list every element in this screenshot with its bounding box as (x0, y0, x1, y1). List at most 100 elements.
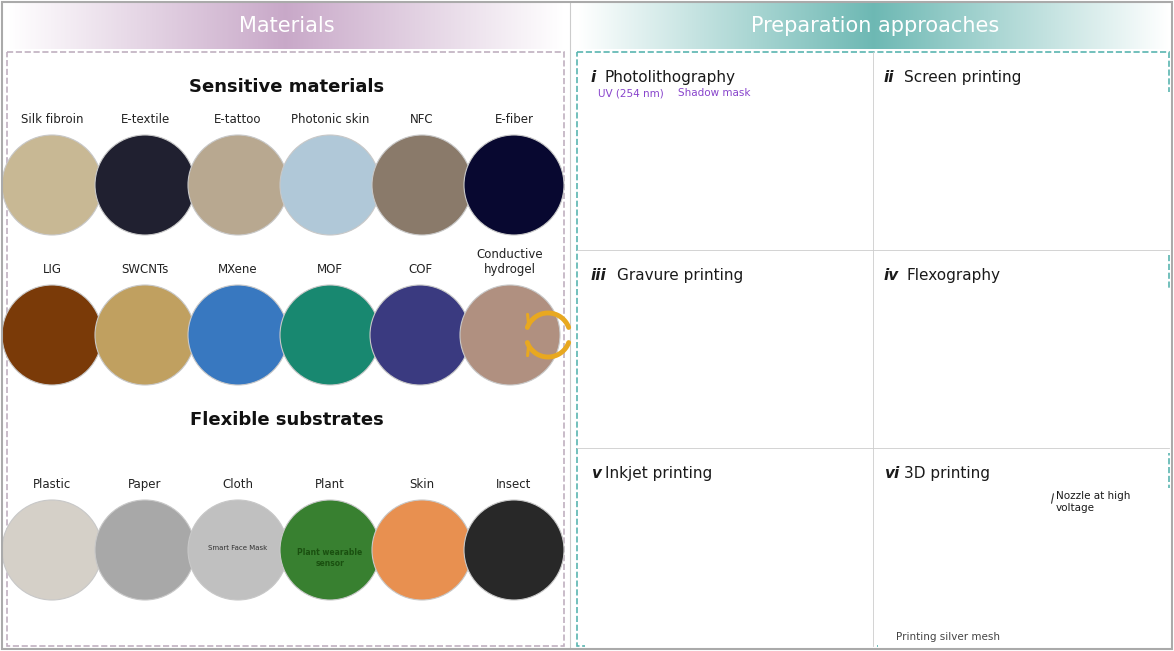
Bar (664, 3, 667, 49)
Bar (803, 3, 804, 49)
Bar (589, 3, 592, 49)
Bar (1077, 3, 1078, 49)
Bar (269, 3, 271, 49)
Bar (350, 3, 352, 49)
Bar (830, 3, 831, 49)
Bar (324, 3, 326, 49)
Bar (106, 3, 107, 49)
Bar (272, 3, 274, 49)
Bar (380, 3, 382, 49)
Bar (1084, 3, 1086, 49)
Bar (681, 3, 682, 49)
Bar (167, 3, 168, 49)
Bar (41, 3, 43, 49)
Bar (409, 3, 411, 49)
Bar (929, 3, 930, 49)
Bar (1153, 3, 1155, 49)
Bar (336, 3, 338, 49)
Bar (909, 3, 910, 49)
Bar (229, 3, 230, 49)
Bar (1162, 3, 1163, 49)
Bar (662, 3, 663, 49)
Bar (407, 3, 410, 49)
Bar (259, 3, 261, 49)
Bar (994, 3, 997, 49)
Bar (524, 3, 526, 49)
Bar (297, 3, 299, 49)
Bar (351, 3, 352, 49)
Bar (40, 3, 42, 49)
Bar (824, 3, 826, 49)
Bar (547, 3, 549, 49)
Bar (298, 3, 299, 49)
Bar (242, 3, 243, 49)
Bar (328, 3, 330, 49)
Bar (727, 3, 729, 49)
Bar (802, 3, 804, 49)
Bar (1078, 3, 1079, 49)
Bar (46, 3, 48, 49)
Bar (366, 3, 369, 49)
Bar (93, 3, 94, 49)
Bar (548, 3, 549, 49)
Text: iv: iv (884, 268, 899, 283)
Bar (477, 3, 478, 49)
Bar (333, 3, 335, 49)
Bar (292, 3, 295, 49)
Bar (645, 3, 646, 49)
Bar (792, 3, 794, 49)
Bar (1095, 3, 1097, 49)
Bar (844, 3, 846, 49)
Bar (1112, 3, 1114, 49)
Bar (115, 3, 116, 49)
Bar (546, 3, 547, 49)
Bar (826, 3, 829, 49)
Bar (718, 3, 720, 49)
Bar (1155, 3, 1156, 49)
Bar (80, 3, 82, 49)
Bar (32, 3, 34, 49)
Bar (448, 3, 451, 49)
Bar (103, 3, 106, 49)
Bar (335, 3, 336, 49)
Bar (922, 3, 923, 49)
Bar (661, 3, 662, 49)
Bar (992, 3, 994, 49)
Bar (646, 3, 648, 49)
Bar (49, 3, 52, 49)
Bar (778, 3, 780, 49)
Bar (162, 3, 163, 49)
Bar (829, 3, 830, 49)
Bar (174, 3, 176, 49)
Bar (1141, 3, 1143, 49)
Bar (444, 3, 446, 49)
Bar (1136, 3, 1139, 49)
Bar (493, 3, 495, 49)
Bar (209, 3, 211, 49)
Bar (1008, 3, 1010, 49)
Circle shape (464, 500, 564, 600)
Bar (904, 3, 905, 49)
Text: COF: COF (407, 263, 432, 276)
Bar (520, 3, 522, 49)
Bar (959, 3, 960, 49)
Bar (1127, 3, 1128, 49)
Bar (1167, 3, 1169, 49)
Bar (318, 3, 321, 49)
Bar (264, 3, 265, 49)
Bar (972, 3, 974, 49)
Text: LIG: LIG (42, 263, 61, 276)
Bar (555, 3, 558, 49)
Bar (68, 3, 70, 49)
Bar (248, 3, 250, 49)
Bar (254, 3, 255, 49)
Bar (13, 3, 14, 49)
Bar (1001, 3, 1003, 49)
Bar (935, 3, 936, 49)
Bar (460, 3, 461, 49)
Bar (362, 3, 363, 49)
Bar (1051, 3, 1052, 49)
Bar (782, 3, 784, 49)
Bar (304, 3, 305, 49)
Bar (474, 3, 475, 49)
